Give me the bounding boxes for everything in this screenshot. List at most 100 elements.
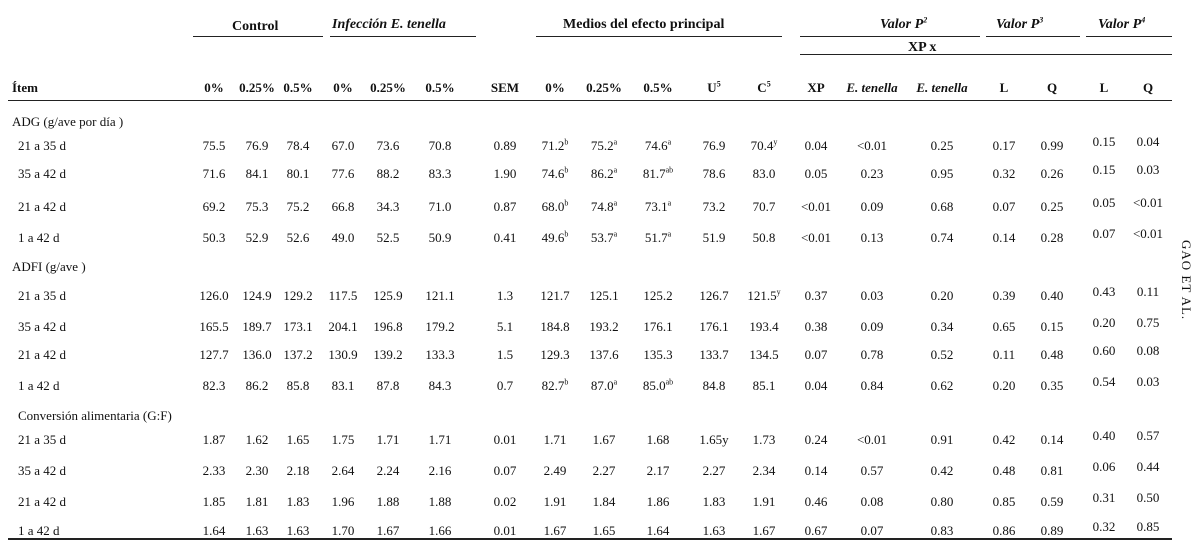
table-cell: 0.80 xyxy=(912,494,972,510)
cell-value: 137.6 xyxy=(589,347,619,362)
cell-value: 193.4 xyxy=(749,319,779,334)
table-cell: 1.88 xyxy=(358,494,418,510)
cell-value: 75.3 xyxy=(245,199,269,214)
cell-value: 50.8 xyxy=(752,230,776,245)
table-cell: 173.1 xyxy=(268,319,328,335)
cell-value: 0.11 xyxy=(1136,284,1160,299)
cell-value: 2.27 xyxy=(702,463,726,478)
row-label: 21 a 42 d xyxy=(18,199,67,214)
table-cell: 204.1 xyxy=(313,319,373,335)
column-header-text: C xyxy=(757,80,767,95)
table-cell: 2.64 xyxy=(313,463,373,479)
table-cell: 1.87 xyxy=(184,432,244,448)
cell-value: <0.01 xyxy=(1132,195,1164,210)
cell-value: 0.11 xyxy=(992,347,1016,362)
cell-value: <0.01 xyxy=(800,230,832,245)
table-cell: 0.08 xyxy=(1118,343,1178,359)
header-valor-p3: Valor P3 xyxy=(996,16,1043,33)
table-cell: 0.20 xyxy=(912,288,972,304)
table-cell: 0.89 xyxy=(1022,523,1082,539)
table-cell: 2.24 xyxy=(358,463,418,479)
cell-superscript: ab xyxy=(665,377,674,387)
cell-value: 87.8 xyxy=(376,378,400,393)
column-header-text: 0.25% xyxy=(586,80,622,95)
cell-value: 1.73 xyxy=(752,432,776,447)
cell-value: 86.2 xyxy=(590,166,614,181)
table-cell: 1.65 xyxy=(574,523,634,539)
section-title: ADFI (g/ave ) xyxy=(12,259,86,274)
column-header-text: 0% xyxy=(545,80,565,95)
cell-value: 5.1 xyxy=(496,319,514,334)
header-valor-p4: Valor P4 xyxy=(1098,16,1145,33)
table-cell: 0.85 xyxy=(1118,519,1178,535)
cell-value: 71.6 xyxy=(202,166,226,181)
table-cell: 196.8 xyxy=(358,319,418,335)
cell-value: 52.9 xyxy=(245,230,269,245)
cell-value: 1.84 xyxy=(592,494,616,509)
column-header: 0.5% xyxy=(268,80,328,96)
cell-value: 0.7 xyxy=(496,378,514,393)
table-cell: 0.41 xyxy=(475,230,535,246)
cell-value: 1.67 xyxy=(543,523,567,538)
cell-value: 0.48 xyxy=(1040,347,1064,362)
column-header-text: E. tenella xyxy=(846,80,898,95)
table-cell: 130.9 xyxy=(313,347,373,363)
table-cell: 193.4 xyxy=(734,319,794,335)
cell-value: 135.3 xyxy=(643,347,673,362)
table-cell: 121.1 xyxy=(410,288,470,304)
cell-value: 0.38 xyxy=(804,319,828,334)
table-cell: 0.03 xyxy=(1118,374,1178,390)
cell-value: 1.91 xyxy=(543,494,567,509)
table-cell: 77.6 xyxy=(313,166,373,182)
table-cell: 165.5 xyxy=(184,319,244,335)
table-cell: 0.15 xyxy=(1074,134,1134,150)
table-cell: 0.57 xyxy=(842,463,902,479)
column-header-text: 0.5% xyxy=(643,80,673,95)
table-cell: 0.14 xyxy=(786,463,846,479)
table-cell: 0.39 xyxy=(974,288,1034,304)
cell-value: 0.17 xyxy=(992,138,1016,153)
table-cell: 1.64 xyxy=(184,523,244,539)
valor-p2-text: Valor P xyxy=(880,17,924,32)
cell-value: 121.7 xyxy=(540,288,570,303)
cell-value: 0.08 xyxy=(860,494,884,509)
cell-superscript: b xyxy=(564,165,569,175)
cell-value: 0.26 xyxy=(1040,166,1064,181)
column-header: C5 xyxy=(734,80,794,96)
cell-value: <0.01 xyxy=(800,199,832,214)
cell-value: 0.68 xyxy=(930,199,954,214)
cell-value: 77.6 xyxy=(331,166,355,181)
cell-value: 49.6 xyxy=(541,230,565,245)
cell-value: 137.2 xyxy=(283,347,313,362)
cell-superscript: b xyxy=(564,198,569,208)
cell-value: 130.9 xyxy=(328,347,358,362)
table-cell: 0.50 xyxy=(1118,490,1178,506)
table-cell: 51.7a xyxy=(628,230,688,246)
cell-value: 0.01 xyxy=(493,432,517,447)
cell-value: 1.87 xyxy=(202,432,226,447)
column-header-text: XP xyxy=(807,80,825,95)
cell-value: 0.05 xyxy=(1092,195,1116,210)
table-cell: 70.8 xyxy=(410,138,470,154)
table-cell: 0.68 xyxy=(912,199,972,215)
cell-value: 0.14 xyxy=(1040,432,1064,447)
cell-value: 0.35 xyxy=(1040,378,1064,393)
rule-valor-p2 xyxy=(800,36,980,37)
cell-value: 1.96 xyxy=(331,494,355,509)
cell-value: 0.03 xyxy=(1136,374,1160,389)
table-cell: 67.0 xyxy=(313,138,373,154)
cell-value: 184.8 xyxy=(540,319,570,334)
cell-value: 126.7 xyxy=(699,288,729,303)
cell-value: 0.07 xyxy=(804,347,828,362)
cell-value: 136.0 xyxy=(242,347,272,362)
table-cell: 76.9 xyxy=(227,138,287,154)
valor-p4-text: Valor P xyxy=(1098,17,1142,32)
table-cell: 1.86 xyxy=(628,494,688,510)
cell-value: 0.04 xyxy=(804,378,828,393)
cell-value: 1.81 xyxy=(245,494,269,509)
table-cell: 1.63 xyxy=(227,523,287,539)
table-cell: <0.01 xyxy=(1118,226,1178,242)
table-cell: 189.7 xyxy=(227,319,287,335)
table-cell: 0.54 xyxy=(1074,374,1134,390)
cell-value: 50.3 xyxy=(202,230,226,245)
